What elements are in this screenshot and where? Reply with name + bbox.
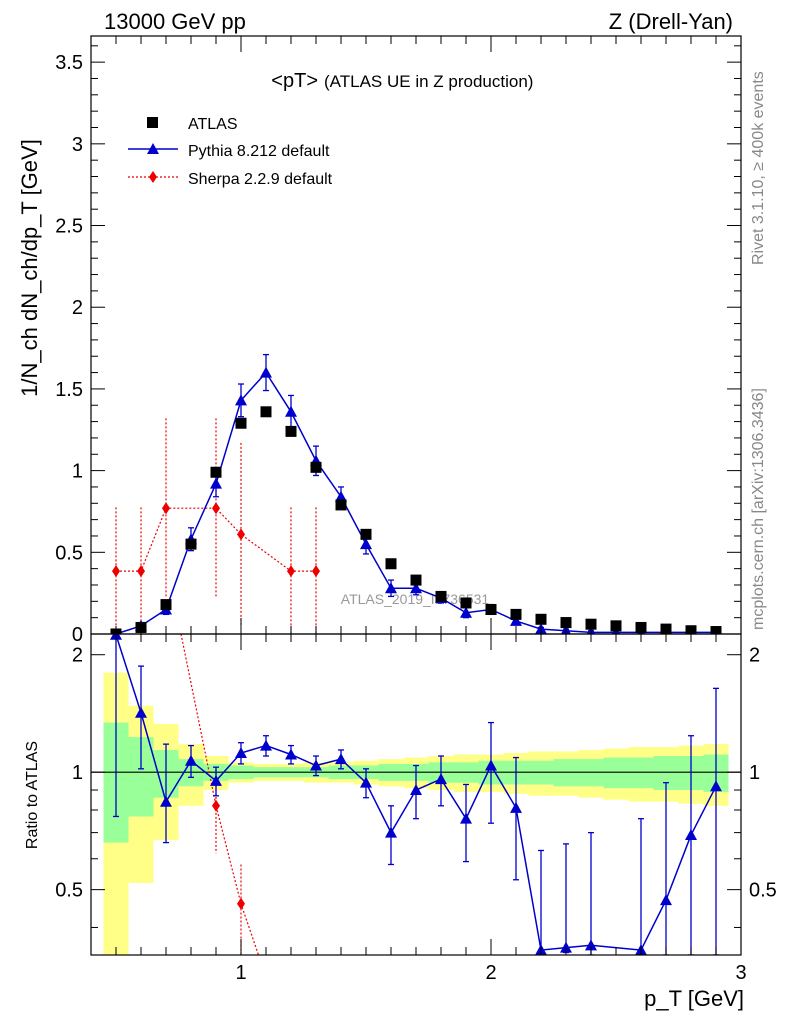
pythia-point <box>285 405 297 417</box>
process-label: Z (Drell-Yan) <box>609 9 733 34</box>
sherpa-point <box>137 565 145 578</box>
pythia-ratio-point <box>710 780 722 792</box>
pythia-ratio-point <box>585 939 597 951</box>
pythia-ratio-point <box>510 801 522 813</box>
pythia-ratio-point <box>260 739 272 751</box>
ratio-y-tick-label: 1 <box>72 762 83 784</box>
ratio-y-tick-label-right: 0.5 <box>749 880 777 902</box>
atlas-point <box>335 499 347 511</box>
pythia-ratio-line <box>115 634 717 951</box>
pythia-ratio-point <box>485 759 497 771</box>
pythia-ratio-point <box>460 812 472 824</box>
ratio-y-tick-label-right: 1 <box>749 762 760 784</box>
atlas-point <box>560 617 572 629</box>
atlas-point <box>460 597 472 609</box>
ratio-plot-marks <box>110 634 722 955</box>
sherpa-point <box>212 502 220 515</box>
main-y-tick-label: 2.5 <box>55 216 83 238</box>
pythia-ratio-point <box>360 776 372 788</box>
pythia-ratio-point <box>185 754 197 766</box>
pythia-point <box>360 538 372 550</box>
legend: ATLAS Pythia 8.212 default Sherpa 2.2.9 … <box>128 116 333 188</box>
pythia-ratio-point <box>160 795 172 807</box>
x-axis-title: p_T [GeV] <box>644 986 744 1011</box>
ratio-y-tick-label-right: 2 <box>749 645 760 667</box>
legend-label-atlas: ATLAS <box>188 116 238 133</box>
ratio-y-tick-label: 2 <box>72 645 83 667</box>
atlas-point <box>260 406 272 418</box>
mcplots-credit: mcplots.cern.ch [arXiv:1306.3436] <box>750 388 767 630</box>
main-subtitle: (ATLAS UE in Z production) <box>324 72 533 91</box>
pythia-ratio-point <box>285 748 297 760</box>
sherpa-point <box>162 502 170 515</box>
sherpa-point <box>312 565 320 578</box>
main-y-tick-label: 0 <box>72 624 83 646</box>
pythia-ratio-point <box>310 759 322 771</box>
sherpa-ratio-point <box>237 897 245 910</box>
rivet-version: Rivet 3.1.10, ≥ 400k events <box>750 71 767 265</box>
atlas-point <box>160 599 172 611</box>
pythia-point <box>335 490 347 502</box>
pythia-ratio-point <box>410 784 422 796</box>
atlas-point <box>510 608 522 620</box>
pythia-point <box>385 582 397 594</box>
sherpa-point <box>237 528 245 541</box>
atlas-point <box>435 590 447 602</box>
main-y-tick-label: 0.5 <box>55 542 83 564</box>
pythia-ratio-point <box>385 826 397 838</box>
pythia-ratio-point <box>235 746 247 758</box>
atlas-point <box>610 620 622 632</box>
legend-marker-sherpa <box>149 171 157 183</box>
atlas-point <box>485 603 497 615</box>
ratio-y-tick-label: 0.5 <box>55 880 83 902</box>
band-inner-bin <box>628 757 654 789</box>
legend-marker-atlas <box>147 117 158 128</box>
legend-label-sherpa: Sherpa 2.2.9 default <box>188 171 333 188</box>
x-tick-label: 2 <box>485 962 496 984</box>
x-tick-label: 3 <box>735 962 746 984</box>
sherpa-point <box>112 565 120 578</box>
pythia-point <box>460 606 472 618</box>
main-title: <pT> <box>271 70 318 92</box>
pythia-ratio-point <box>210 774 222 786</box>
main-y-tick-label: 3 <box>72 134 83 156</box>
atlas-point <box>585 618 597 630</box>
legend-marker-pythia <box>147 143 159 154</box>
pythia-ratio-point <box>335 753 347 765</box>
pythia-point <box>410 582 422 594</box>
sherpa-point <box>287 565 295 578</box>
pythia-ratio-point <box>435 773 447 785</box>
main-y-tick-label: 1 <box>72 461 83 483</box>
atlas-point <box>210 466 222 478</box>
atlas-point <box>360 528 372 540</box>
atlas-point <box>235 417 247 429</box>
atlas-point <box>535 613 547 625</box>
atlas-point <box>410 574 422 586</box>
axes: 0 0.5 1 1.5 2 2.5 3 3.5 1 2 3 0.5 0.5 1 1 2 2 <box>55 35 777 984</box>
y-axis-title: 1/N_ch dN_ch/dp_T [GeV] <box>17 139 42 397</box>
main-y-tick-label: 2 <box>72 297 83 319</box>
sherpa-ratio-point <box>212 799 220 812</box>
pythia-ratio-point <box>135 706 147 718</box>
band-inner-bin <box>603 757 629 789</box>
pythia-ratio-point <box>660 894 672 906</box>
x-tick-label: 1 <box>235 962 246 984</box>
main-y-tick-label: 1.5 <box>55 379 83 401</box>
energy-label: 13000 GeV pp <box>104 9 246 34</box>
pythia-point <box>210 477 222 489</box>
ratio-y-axis-title: Ratio to ATLAS <box>24 741 41 849</box>
atlas-point <box>310 461 322 473</box>
pythia-ratio-point <box>685 829 697 841</box>
pythia-point <box>235 394 247 406</box>
atlas-point <box>285 425 297 437</box>
analysis-watermark: ATLAS_2019_I1736531 <box>341 591 490 607</box>
legend-label-pythia: Pythia 8.212 default <box>188 143 330 160</box>
pythia-point <box>510 614 522 626</box>
atlas-point <box>385 558 397 570</box>
pythia-point <box>260 366 272 378</box>
sherpa-ratio-line <box>180 634 260 955</box>
atlas-point <box>185 538 197 550</box>
main-y-tick-label: 3.5 <box>55 52 83 74</box>
